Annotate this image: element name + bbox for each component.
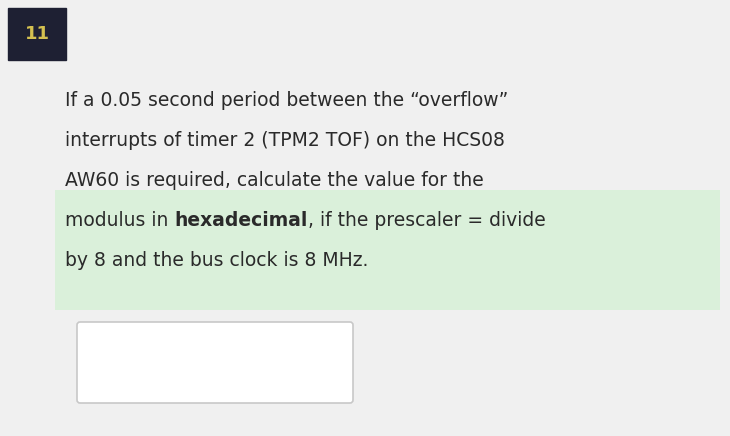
Text: AW60 is required, calculate the value for the: AW60 is required, calculate the value fo… [65, 170, 484, 190]
FancyBboxPatch shape [77, 322, 353, 403]
Text: interrupts of timer 2 (TPM2 TOF) on the HCS08: interrupts of timer 2 (TPM2 TOF) on the … [65, 130, 505, 150]
Bar [55, 190, 720, 310]
Text: modulus in: modulus in [65, 211, 174, 229]
Text: , if the prescaler = divide: , if the prescaler = divide [308, 211, 545, 229]
Bar [8, 8, 66, 60]
Text: hexadecimal: hexadecimal [174, 211, 308, 229]
Text: 11: 11 [25, 25, 50, 43]
Text: If a 0.05 second period between the “overflow”: If a 0.05 second period between the “ove… [65, 91, 508, 109]
Text: by 8 and the bus clock is 8 MHz.: by 8 and the bus clock is 8 MHz. [65, 251, 369, 269]
